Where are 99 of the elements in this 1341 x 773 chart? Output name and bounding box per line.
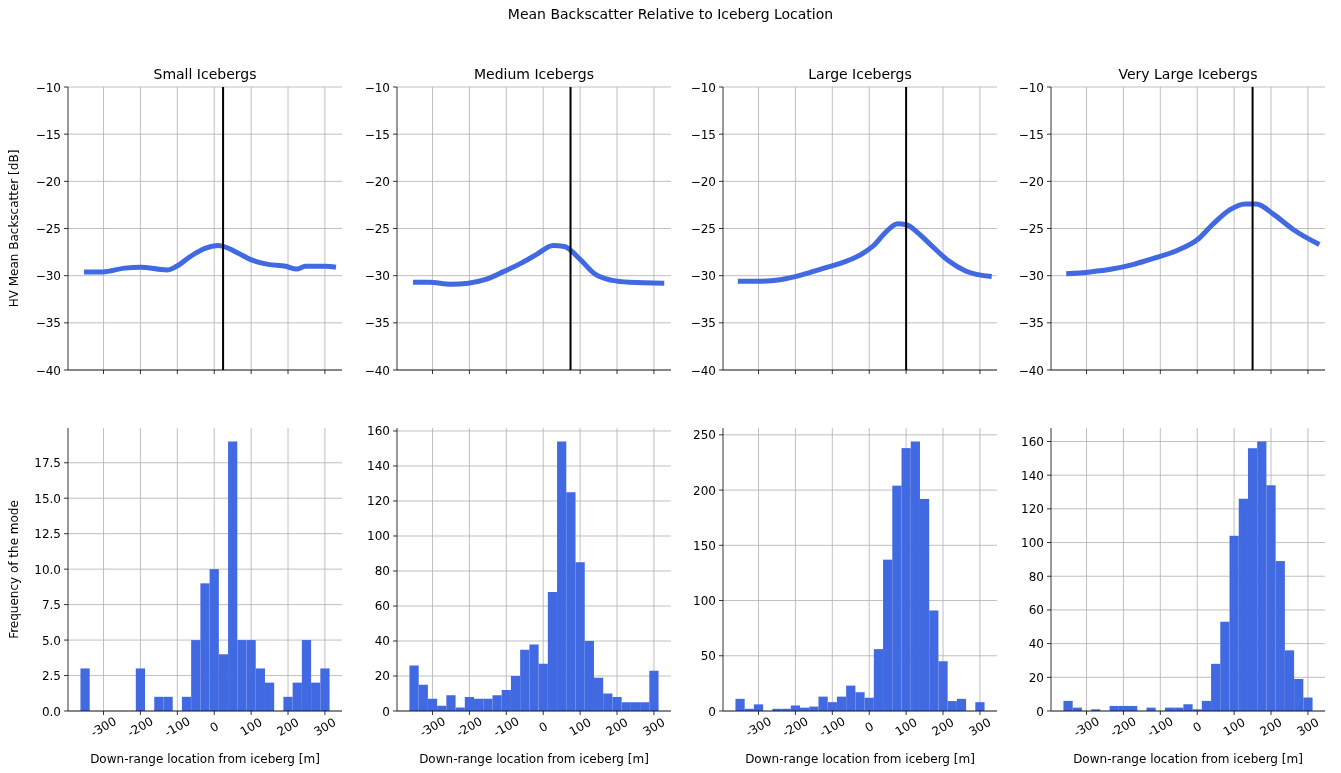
- y-tick-label: −10: [1018, 80, 1044, 95]
- y-tick-label: 120: [367, 494, 390, 509]
- x-tick-label: -300: [88, 714, 119, 740]
- y-tick-label: 60: [374, 599, 390, 614]
- y-tick-label: −20: [690, 174, 716, 189]
- x-tick-label: 300: [966, 715, 994, 739]
- y-tick-label: 0: [708, 704, 716, 719]
- x-axis-title: Down-range location from iceberg [m]: [419, 752, 649, 766]
- chart-title: Medium Icebergs: [473, 66, 595, 82]
- x-tick-label: 0: [536, 719, 551, 735]
- y-tick-label: −10: [690, 80, 716, 95]
- y-tick-label: −20: [35, 174, 61, 189]
- y-tick-label: 200: [693, 483, 716, 498]
- x-tick-label: 100: [237, 715, 265, 739]
- y-tick-label: 20: [1028, 670, 1044, 685]
- y-tick-label: 10.0: [34, 562, 61, 577]
- y-tick-label: 60: [1028, 603, 1044, 618]
- x-tick-label: 200: [274, 715, 302, 739]
- y-tick-label: 0.0: [41, 704, 61, 719]
- x-tick-label: 300: [1294, 715, 1322, 739]
- y-tick-label: 0: [1036, 704, 1044, 719]
- y-tick-label: −20: [1018, 174, 1044, 189]
- y-tick-label: 15.0: [34, 491, 61, 506]
- chart-title: Large Icebergs: [808, 66, 912, 82]
- y-tick-label: −40: [1018, 363, 1044, 378]
- x-tick-label: -200: [1108, 714, 1139, 740]
- y-tick-label: 250: [693, 428, 716, 443]
- x-tick-label: 300: [311, 715, 339, 739]
- y-tick-label: −10: [364, 80, 390, 95]
- y-tick-label: 140: [1021, 468, 1044, 483]
- y-tick-label: 2.5: [41, 669, 61, 684]
- x-tick-label: -200: [454, 714, 485, 740]
- x-tick-label: -200: [125, 714, 156, 740]
- y-tick-label: −10: [35, 80, 61, 95]
- x-tick-label: 100: [892, 715, 920, 739]
- y-tick-label: −40: [35, 363, 61, 378]
- y-tick-label: −30: [35, 269, 61, 284]
- y-tick-label: 50: [700, 649, 716, 664]
- y-tick-label: 20: [374, 669, 390, 684]
- x-tick-label: -100: [162, 714, 193, 740]
- y-tick-label: 150: [693, 538, 716, 553]
- y-tick-label: −20: [364, 174, 390, 189]
- y-tick-label: 100: [693, 594, 716, 609]
- text: Mean Backscatter Relative to Iceberg Location: [507, 6, 834, 22]
- chart-title: Very Large Icebergs: [1118, 66, 1258, 82]
- y-tick-label: −15: [1018, 127, 1044, 142]
- x-axis-title: Down-range location from iceberg [m]: [745, 752, 975, 766]
- y-axis-title: Frequency of the mode: [7, 500, 21, 639]
- y-tick-label: −15: [690, 127, 716, 142]
- y-tick-label: −25: [364, 222, 390, 236]
- x-tick-label: -300: [1071, 714, 1102, 740]
- y-tick-label: 120: [1021, 502, 1044, 517]
- y-tick-label: 12.5: [34, 527, 61, 542]
- x-tick-label: 100: [1220, 715, 1248, 739]
- y-tick-label: −15: [364, 127, 390, 142]
- x-tick-label: 300: [640, 715, 668, 739]
- chart-title: Small Icebergs: [153, 66, 257, 82]
- x-tick-label: -300: [743, 714, 774, 740]
- y-tick-label: 140: [367, 459, 390, 474]
- y-tick-label: −25: [690, 222, 716, 236]
- x-tick-label: -100: [491, 714, 522, 740]
- y-tick-label: −30: [1018, 269, 1044, 284]
- y-tick-label: −30: [690, 269, 716, 284]
- x-tick-label: 0: [1190, 719, 1205, 735]
- x-tick-label: -300: [417, 714, 448, 740]
- x-tick-label: 200: [603, 715, 631, 739]
- y-tick-label: −35: [690, 316, 716, 331]
- y-tick-label: 40: [1028, 637, 1044, 652]
- y-tick-label: 5.0: [41, 633, 61, 648]
- y-tick-label: 7.5: [41, 598, 61, 613]
- y-tick-label: −25: [35, 222, 61, 236]
- y-axis-title: HV Mean Backscatter [dB]: [7, 149, 21, 308]
- y-tick-label: −30: [364, 269, 390, 284]
- y-tick-label: −35: [35, 316, 61, 331]
- y-tick-label: 40: [374, 634, 390, 649]
- y-tick-label: 17.5: [34, 456, 61, 471]
- x-tick-label: -100: [1145, 714, 1176, 740]
- x-tick-label: 200: [929, 715, 957, 739]
- y-tick-label: 80: [1028, 569, 1044, 584]
- y-tick-label: −35: [364, 316, 390, 331]
- x-tick-label: 100: [566, 715, 594, 739]
- x-tick-label: 0: [862, 719, 877, 735]
- y-tick-label: −40: [364, 363, 390, 378]
- x-axis-title: Down-range location from iceberg [m]: [90, 752, 320, 766]
- y-tick-label: 160: [367, 424, 390, 439]
- x-axis-title: Down-range location from iceberg [m]: [1073, 752, 1303, 766]
- y-tick-label: 160: [1021, 434, 1044, 449]
- x-tick-label: 200: [1257, 715, 1285, 739]
- y-tick-label: −35: [1018, 316, 1044, 331]
- y-tick-label: 80: [374, 564, 390, 579]
- y-tick-label: 100: [367, 529, 390, 544]
- y-tick-label: −25: [1018, 222, 1044, 236]
- x-tick-label: -100: [817, 714, 848, 740]
- x-tick-label: -200: [780, 714, 811, 740]
- y-tick-label: 100: [1021, 536, 1044, 551]
- x-tick-label: 0: [207, 719, 222, 735]
- y-tick-label: −40: [690, 363, 716, 378]
- y-tick-label: −15: [35, 127, 61, 142]
- y-tick-label: 0: [382, 704, 390, 719]
